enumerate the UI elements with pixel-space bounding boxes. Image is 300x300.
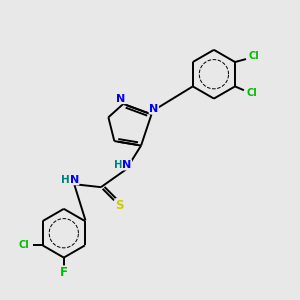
Text: N: N — [70, 175, 79, 185]
Text: S: S — [115, 199, 124, 212]
Text: F: F — [60, 266, 68, 279]
Text: Cl: Cl — [249, 51, 260, 61]
Text: Cl: Cl — [18, 240, 29, 250]
Text: Cl: Cl — [247, 88, 258, 98]
Text: N: N — [122, 160, 131, 170]
Text: N: N — [149, 104, 158, 114]
Text: N: N — [116, 94, 125, 103]
Text: H: H — [113, 160, 122, 170]
Text: H: H — [61, 175, 70, 185]
